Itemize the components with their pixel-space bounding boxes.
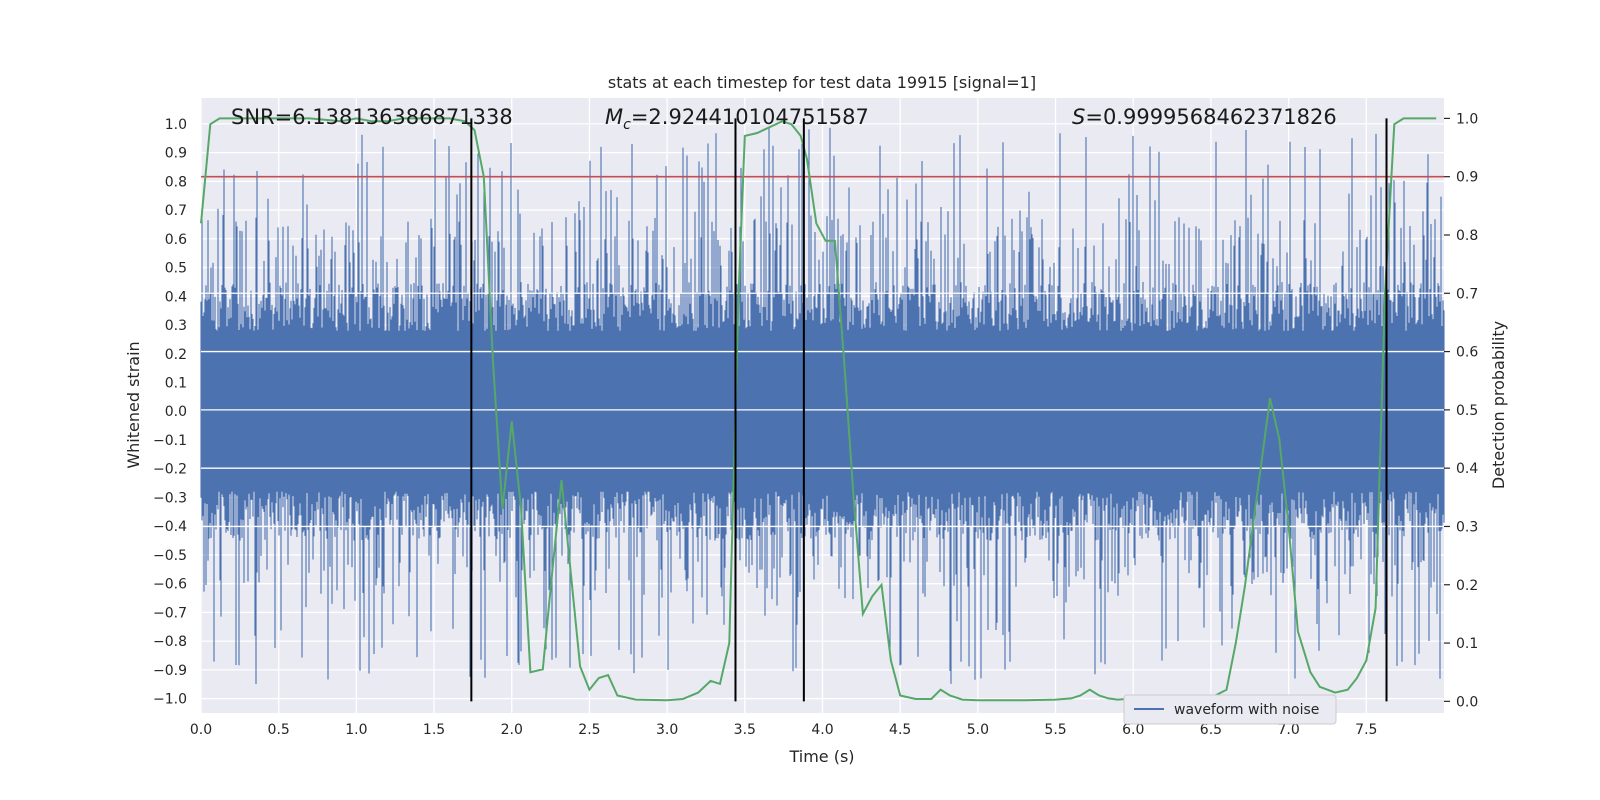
x-tick-label: 1.0 [345,722,367,738]
x-tick-label: 0.5 [268,722,290,738]
chart-title: stats at each timestep for test data 199… [608,73,1036,92]
x-tick-label: 7.5 [1355,722,1377,738]
legend-box [1123,694,1337,725]
axes: 0.0 0.5 1.0 1.5 2.0 2.5 3.0 3.5 4.0 4.5 5.0 5.5 6.0 6… [153,111,1478,738]
y-tick-label: 0.7 [165,203,187,219]
vertical-markers [470,118,1388,702]
y2-tick-label: 0.9 [1456,170,1478,186]
detection-score-annotation: S=0.9999568462371826 [1072,105,1337,129]
y-tick-label: 0.6 [165,232,187,248]
x-tick-label: 3.0 [656,722,678,738]
y2-tick-label: 0.6 [1456,345,1478,361]
y-tick-label: 0.0 [165,404,187,420]
y2-tick-label: 0.8 [1456,228,1478,244]
y-tick-label: −0.5 [153,548,187,564]
waveform-series [200,127,1445,685]
y-tick-label: 0.3 [165,318,187,334]
x-tick-label: 5.0 [967,722,989,738]
x-tick-label: 1.5 [423,722,445,738]
legend-label-waveform: waveform with noise [1174,702,1319,718]
y2-tick-label: 0.4 [1456,461,1478,477]
y-tick-label: −0.8 [153,634,187,650]
x-tick-label: 6.5 [1200,722,1222,738]
x-tick-label: 6.0 [1122,722,1144,738]
x-tick-label: 7.0 [1277,722,1299,738]
chirp-mass-annotation: Mc=2.924410104751587 [605,105,869,133]
y2-tick-label: 0.1 [1456,636,1478,652]
y-tick-label: 0.4 [165,289,187,305]
y-tick-label: 1.0 [165,117,187,133]
legend: waveform with noise [1123,694,1337,725]
y-tick-label: 0.1 [165,376,187,392]
detection-score-symbol: S [1072,105,1085,129]
y2-tick-label: 1.0 [1456,111,1478,127]
y2-tick-label: 0.2 [1456,578,1478,594]
waveform-dense-band [201,330,1444,492]
chirp-mass-value: =2.924410104751587 [631,105,869,129]
y-tick-label: 0.5 [165,261,187,277]
y-tick-label: −0.2 [153,462,187,478]
probability-series-group [200,117,1437,702]
x-tick-label: 5.5 [1044,722,1066,738]
snr-annotation: SNR=6.138136386871338 [231,105,513,129]
x-tick-label: 2.5 [578,722,600,738]
y-axis-label: Whitened strain [124,341,143,468]
chirp-mass-subscript: c [623,117,631,133]
x-tick-label: 0.0 [190,722,212,738]
y-tick-label: −0.9 [153,663,187,679]
y2-tick-label: 0.3 [1456,519,1478,535]
y-tick-label: −0.7 [153,605,187,621]
y-tick-label: −0.4 [153,519,187,535]
y-tick-label: −1.0 [153,692,187,708]
x-tick-label: 4.0 [811,722,833,738]
y-tick-label: −0.1 [153,433,187,449]
y2-tick-label: 0.5 [1456,403,1478,419]
probability-curve [200,117,1437,702]
x-tick-label: 4.5 [889,722,911,738]
y-tick-label: 0.2 [165,347,187,363]
detection-score-value: =0.9999568462371826 [1085,105,1336,129]
x-tick-label: 3.5 [734,722,756,738]
y2-axis-label: Detection probability [1489,321,1508,489]
y-tick-label: 0.8 [165,174,187,190]
chirp-mass-symbol: M [605,105,623,129]
y2-tick-label: 0.0 [1456,694,1478,710]
y2-tick-label: 0.7 [1456,286,1478,302]
x-axis-label: Time (s) [788,747,854,766]
y-tick-label: −0.6 [153,577,187,593]
x-tick-label: 2.0 [501,722,523,738]
y-tick-label: 0.9 [165,146,187,162]
y-tick-label: −0.3 [153,490,187,506]
